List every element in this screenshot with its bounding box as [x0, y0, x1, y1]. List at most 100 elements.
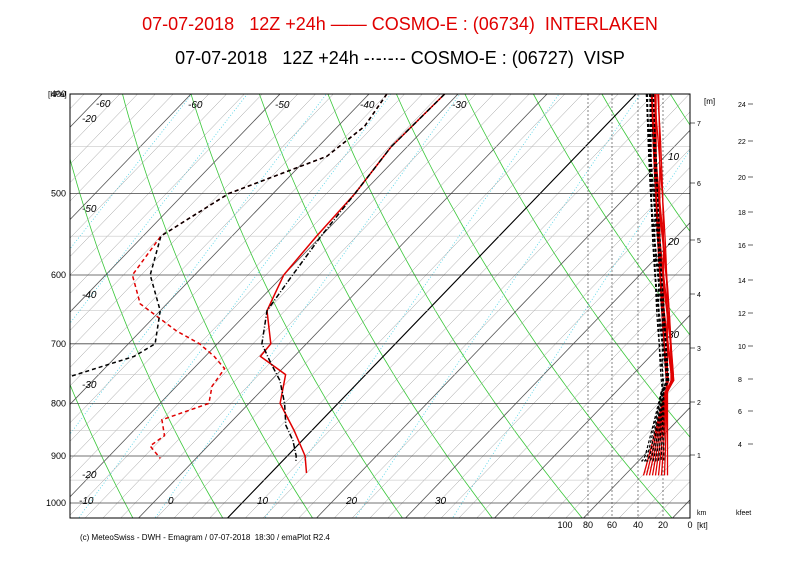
- visp-temperature-profile: [261, 94, 446, 461]
- isotherm-line: [191, 94, 601, 518]
- chart-title-visp: 07-07-2018 12Z +24h -·-·-·- COSMO-E : (0…: [0, 48, 800, 69]
- visp-wind-member-line: [648, 94, 665, 462]
- background-grid: [0, 71, 800, 525]
- isotherm-label: -20: [82, 114, 97, 125]
- visp-wind-member-line: [648, 94, 664, 462]
- kfeet-axis-tick-label: 24: [738, 102, 746, 109]
- isotherm-line: [0, 71, 17, 525]
- isotherm-line: [70, 94, 174, 202]
- isotherm-line: [262, 94, 672, 518]
- temperature-tick-label: 0: [168, 496, 174, 507]
- isotherm-line: [334, 148, 690, 518]
- dry-adiabat: [724, 71, 800, 525]
- height-axis-tick-label: 6: [697, 181, 701, 188]
- wind-axis-tick-label: 0: [687, 520, 692, 530]
- visp-dewpoint-profile: [70, 94, 388, 378]
- temperature-tick-label: 20: [345, 496, 358, 507]
- isotherm-line: [404, 222, 690, 518]
- isotherm-label: -60: [188, 100, 203, 111]
- isotherm-line: [173, 94, 583, 518]
- isotherm-line: [476, 296, 690, 518]
- isotherm-line: [440, 259, 690, 518]
- isotherm-label: -40: [360, 100, 375, 111]
- isotherm-line: [0, 71, 35, 525]
- wind-axis-tick-label: 80: [583, 520, 593, 530]
- pressure-tick-label: 900: [51, 451, 66, 461]
- height-axis-tick-label: 2: [697, 400, 701, 407]
- isotherm-line: [671, 499, 690, 518]
- interlaken-temperature-profile: [259, 94, 446, 474]
- footer-credit: (c) MeteoSwiss - DWH - Emagram / 07-07-2…: [80, 533, 330, 542]
- isotherm-line: [512, 333, 690, 518]
- temperature-tick-label: 30: [435, 496, 447, 507]
- isotherm-line: [70, 94, 138, 165]
- dry-adiabat: [190, 94, 403, 518]
- mixing-ratio-line: [70, 94, 193, 250]
- pressure-tick-label: 1000: [46, 498, 66, 508]
- isotherm-zero-line: [226, 94, 637, 518]
- kfeet-axis-tick-label: 16: [738, 243, 746, 250]
- isotherm-label: -20: [82, 470, 97, 481]
- kfeet-axis-tick-label: 18: [738, 210, 746, 217]
- isotherm-line: [582, 406, 690, 518]
- height-axis-unit-label: [m]: [704, 97, 715, 106]
- isotherm-line: [280, 94, 690, 518]
- profile-layer: [70, 94, 675, 476]
- mixing-ratio-label: 20: [667, 237, 680, 248]
- wind-axis-tick-label: 60: [607, 520, 617, 530]
- isotherm-line: [209, 94, 619, 518]
- mixing-ratio-label: 30: [668, 330, 680, 341]
- temperature-tick-label: -10: [79, 496, 94, 507]
- wind-axis-tick-label: 100: [557, 520, 572, 530]
- visp-wind-member-line: [642, 94, 670, 462]
- isotherm-label: -50: [275, 100, 290, 111]
- kfeet-axis-tick-label: 6: [738, 409, 742, 416]
- pressure-tick-label: 400: [51, 89, 66, 99]
- isotherm-line: [70, 94, 192, 221]
- title2-legend-line: -·-·-·-: [363, 48, 406, 68]
- isotherm-line: [565, 388, 690, 518]
- dry-adiabat: [0, 71, 46, 525]
- isotherm-line: [84, 94, 494, 518]
- interlaken-wind-member-line: [653, 94, 669, 476]
- isotherm-line: [156, 94, 566, 518]
- visp-wind-member-line: [645, 94, 668, 462]
- isotherm-line: [315, 129, 690, 518]
- dry-adiabat: [464, 94, 690, 438]
- pressure-tick-label: 700: [51, 339, 66, 349]
- isotherm-line: [102, 94, 512, 518]
- dry-adiabat: [258, 94, 493, 518]
- isotherm-line: [0, 71, 53, 525]
- isotherm-line: [70, 94, 281, 313]
- isotherm-line: [529, 351, 690, 518]
- isotherm-line: [70, 94, 121, 147]
- height-axis-tick-label: 3: [697, 346, 701, 353]
- title2-station: VISP: [583, 48, 625, 68]
- temperature-tick-label: 10: [257, 496, 269, 507]
- pressure-tick-label: 500: [51, 189, 66, 199]
- visp-wind-member-line: [639, 94, 668, 462]
- isotherm-label: -50: [82, 204, 97, 215]
- chart-title-interlaken: 07-07-2018 12Z +24h —— COSMO-E : (06734)…: [0, 14, 800, 35]
- dry-adiabat: [395, 94, 673, 518]
- isotherm-line: [137, 94, 548, 518]
- height-axis-bottom-label: km: [697, 510, 707, 517]
- kfeet-axis-tick-label: 20: [738, 175, 746, 182]
- isotherm-line: [458, 277, 690, 518]
- isotherm-line: [351, 166, 690, 518]
- plot-frame: [69, 93, 691, 519]
- mixing-ratio-line: [154, 94, 461, 518]
- mixing-ratio-line: [452, 149, 690, 518]
- kfeet-axis-tick-label: 12: [738, 311, 746, 318]
- height-axis-tick-label: 5: [697, 238, 701, 245]
- kfeet-axis-tick-label: 10: [738, 344, 746, 351]
- isotherm-label: -40: [82, 290, 97, 301]
- dry-adiabat: [532, 94, 690, 336]
- isotherm-line: [423, 240, 690, 518]
- isotherm-label: -30: [452, 100, 467, 111]
- isotherm-line: [369, 185, 690, 518]
- kfeet-axis-tick-label: 22: [738, 139, 746, 146]
- title2-run: 12Z +24h: [282, 48, 359, 68]
- isotherm-line: [70, 94, 477, 516]
